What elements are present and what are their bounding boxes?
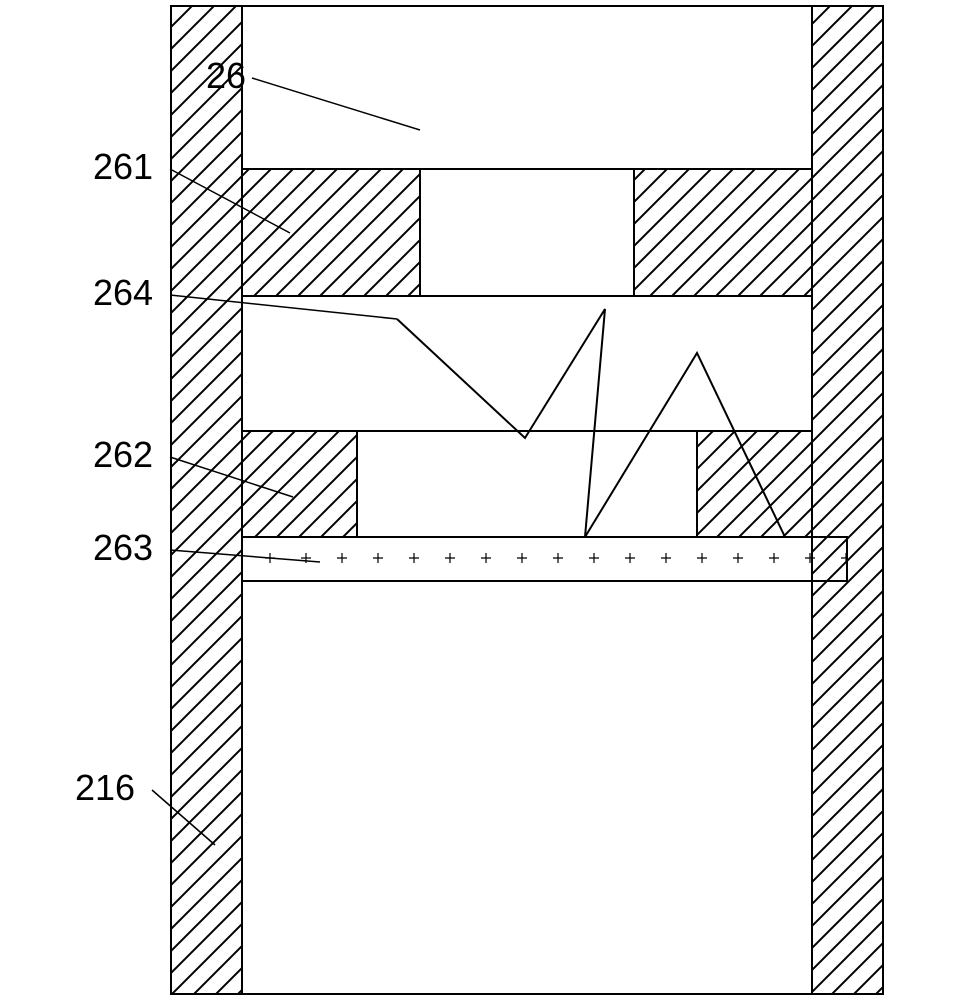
lower-block-left xyxy=(242,431,357,537)
l262-label: 262 xyxy=(93,434,153,475)
l26-leader xyxy=(252,78,420,130)
lower-block-right xyxy=(697,431,812,537)
cross-bar xyxy=(242,537,847,581)
upper-block-right xyxy=(634,169,812,296)
l264-label: 264 xyxy=(93,272,153,313)
upper-block-left xyxy=(242,169,420,296)
upper-bar xyxy=(242,296,812,431)
right-wall xyxy=(812,6,883,994)
l261-label: 261 xyxy=(93,146,153,187)
l26-label: 26 xyxy=(206,55,246,96)
l263-label: 263 xyxy=(93,527,153,568)
l216-label: 216 xyxy=(75,767,135,808)
left-wall xyxy=(171,6,242,994)
